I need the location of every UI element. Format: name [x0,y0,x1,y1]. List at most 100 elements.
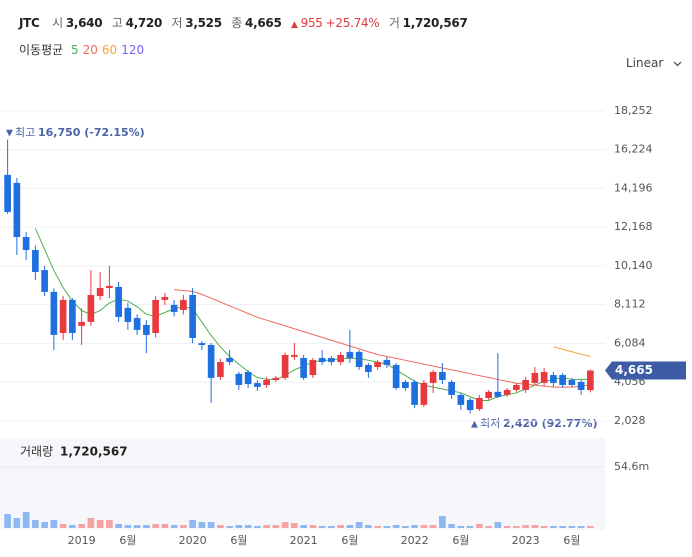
candle-body [531,372,539,383]
legend-entry: 120 [121,43,145,57]
stat-value: 3,640 [65,16,103,30]
volume-bar [133,525,141,528]
candle-body [263,380,270,385]
y-tick-label: 2,028 [614,414,646,427]
volume-bar [577,526,585,528]
volume-bar [13,518,21,528]
y-tick-label: 54.6m [614,460,649,473]
candle-body [106,285,113,289]
scale-dropdown[interactable]: Linear [626,56,682,70]
volume-bar [402,526,409,528]
candle-body [207,345,215,378]
volume-bar [550,526,557,528]
volume-bar [587,526,594,528]
volume-bar [291,523,298,528]
candle-body [41,270,48,292]
candle-body [13,182,21,238]
candle-body [143,324,150,335]
candle-body [577,381,585,390]
candle-body [59,299,67,333]
candle-body [559,375,566,385]
scale-label: Linear [626,56,664,70]
volume-bar [411,525,418,528]
volume-bar [365,525,372,528]
candle-body [133,318,141,330]
volume-bar [494,522,502,528]
x-tick-label: 2023 [512,534,540,547]
candle-body [309,359,317,376]
y-tick-label: 16,224 [614,143,653,156]
volume-bar [466,526,474,528]
candle-body [383,359,391,365]
volume-bar [531,525,539,528]
candle-body [152,299,159,333]
candle-body [124,307,132,322]
price-tag: 4,665 [615,363,653,377]
volume-bar [124,525,132,528]
candle-body [513,384,520,390]
volume-bar [263,525,270,528]
volume-bar [96,520,104,528]
stat-value: 3,525 [185,16,222,30]
candle-body [568,380,576,385]
candle-body [346,351,354,359]
volume-bar [355,522,363,528]
volume-bar [457,526,465,528]
legend-entry: 60 [101,43,118,57]
candle-body [78,321,85,326]
stat-value: 4,720 [125,16,163,30]
volume-bar [244,525,252,528]
stat-label: 저 [171,16,183,30]
x-tick-label: 6월 [119,534,136,547]
candle-body [32,250,39,272]
candle-body [115,286,122,317]
ma-line [553,346,591,357]
volume-bar [503,526,511,528]
volume-bar [540,526,548,528]
volume-bar [328,526,335,528]
x-tick-label: 2020 [179,534,207,547]
stat-value: 4,665 [245,16,282,30]
volume-bar [69,525,76,528]
volume-bar [106,520,113,528]
volume-panel [0,438,605,530]
volume-bar [448,524,455,528]
volume-bar [161,524,169,528]
candle-body [254,383,261,387]
x-tick-label: 2019 [68,534,96,547]
legend-entry: 5 [71,43,79,57]
legend: 이동평균 5 20 60 120 [19,41,148,58]
candle-body [374,362,381,368]
volume-bar [152,524,159,528]
candle-body [226,358,233,363]
candle-body [587,370,594,391]
max-marker: ▼ [6,129,13,139]
candle-body [217,362,224,377]
y-tick-label: 14,196 [614,181,653,194]
candle-body [522,380,529,390]
volume-bar [254,526,261,528]
candle-body [466,399,474,411]
volume-bar [300,525,307,528]
candle-body [402,381,409,389]
candle-body [318,358,326,363]
candle-body [328,358,335,363]
volume-bar [59,524,67,528]
ma-line [174,289,591,388]
volume-bar [476,524,483,528]
candle-body [550,375,557,383]
volume-value: 1,720,567 [60,445,128,459]
candle-body [281,354,289,378]
y-tick-label: 10,140 [614,259,653,272]
volume-bar [32,520,39,528]
volume-bar [559,526,566,528]
volume-bar [374,526,381,528]
candle-body [392,364,400,389]
candle-body [69,299,76,333]
volume-bar [217,525,224,528]
legend-title: 이동평균 [19,43,64,57]
volume-bar [281,522,289,528]
volume-bar [226,526,233,528]
